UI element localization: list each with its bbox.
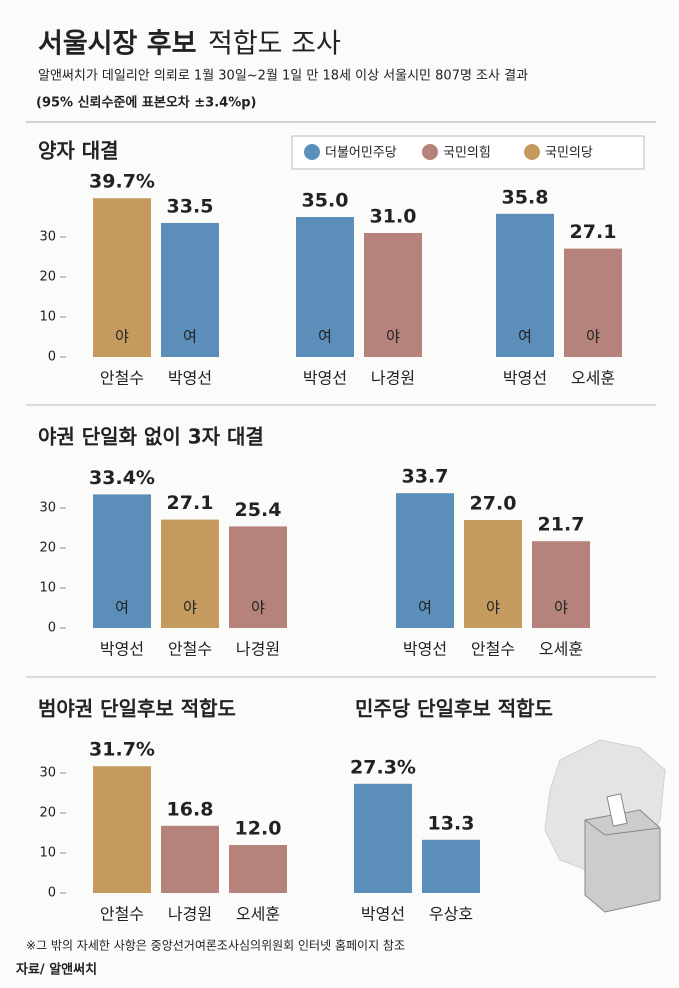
bar: [364, 233, 422, 357]
x-tick-label: 나경원: [371, 369, 415, 388]
value-label: 31.0: [370, 206, 417, 228]
bar: [396, 493, 454, 628]
bar-tag: 야: [554, 599, 568, 617]
bar-tag: 여: [183, 328, 197, 346]
bar-tag: 여: [115, 599, 129, 617]
section-title: 야권 단일화 없이 3자 대결: [38, 425, 264, 449]
legend-swatch: [422, 144, 438, 160]
x-tick-label: 박영선: [303, 369, 347, 388]
bar: [532, 541, 590, 628]
value-label: 16.8: [167, 798, 214, 820]
value-label: 27.3%: [350, 756, 416, 778]
bar-tag: 여: [318, 328, 332, 346]
bar: [229, 526, 287, 628]
bar: [229, 845, 287, 893]
bar: [93, 494, 151, 628]
y-tick-label: 0: [48, 886, 56, 901]
legend-label: 더불어민주당: [325, 146, 397, 161]
y-tick-label: 30: [39, 766, 56, 781]
ballot-box: [584, 809, 661, 913]
x-tick-label: 오세훈: [539, 640, 583, 659]
x-tick-label: 오세훈: [236, 905, 280, 924]
section-title: 범야권 단일후보 적합도: [38, 697, 236, 721]
value-label: 27.1: [167, 492, 214, 514]
value-label: 27.0: [470, 493, 517, 515]
bar-tag: 여: [418, 599, 432, 617]
value-label: 33.4%: [89, 467, 155, 489]
value-label: 33.5: [167, 196, 214, 218]
bar: [93, 766, 151, 893]
bar-tag: 야: [251, 599, 265, 617]
value-label: 21.7: [538, 514, 585, 536]
x-tick-label: 박영선: [403, 640, 447, 659]
bar: [161, 825, 219, 893]
bar: [296, 217, 354, 357]
x-tick-label: 박영선: [503, 369, 547, 388]
y-tick-label: 10: [39, 846, 56, 861]
legend-box: [291, 135, 645, 170]
y-tick-label: 10: [39, 581, 56, 596]
bar-tag: 야: [486, 599, 500, 617]
bar: [161, 519, 219, 628]
bar-tag: 야: [386, 328, 400, 346]
value-label: 35.8: [502, 186, 549, 208]
value-label: 12.0: [235, 818, 282, 840]
bar-tag: 야: [183, 599, 197, 617]
value-label: 33.7: [402, 466, 449, 488]
x-tick-label: 박영선: [100, 640, 144, 659]
value-label: 25.4: [235, 499, 282, 521]
x-tick-label: 박영선: [168, 369, 212, 388]
y-tick-label: 0: [48, 621, 56, 636]
legend-swatch: [524, 144, 540, 160]
bar: [161, 223, 219, 357]
y-tick-label: 30: [39, 501, 56, 516]
x-tick-label: 우상호: [429, 905, 473, 924]
title-light: 적합도 조사: [208, 29, 341, 60]
bar: [496, 213, 554, 357]
title: 서울시장 후보: [38, 29, 196, 60]
value-label: 39.7%: [89, 171, 155, 193]
bar: [464, 520, 522, 628]
subtitle: 알앤써치가 데일리안 의뢰로 1월 30일~2월 1일 만 18세 이상 서울시…: [38, 69, 528, 84]
legend-swatch: [304, 144, 320, 160]
x-tick-label: 안철수: [471, 640, 515, 659]
bar: [564, 248, 622, 357]
bar-tag: 야: [586, 328, 600, 346]
footnote: ※그 밖의 자세한 사항은 중앙선거여론조사심의위원회 인터넷 홈페이지 참조: [26, 939, 405, 953]
bar-tag: 야: [115, 328, 129, 346]
y-tick-label: 30: [39, 230, 56, 245]
legend-label: 국민의당: [545, 146, 593, 161]
value-label: 13.3: [428, 812, 475, 834]
y-tick-label: 20: [39, 806, 56, 821]
bar: [354, 783, 412, 893]
x-tick-label: 나경원: [168, 905, 212, 924]
value-label: 35.0: [302, 190, 349, 212]
value-label: 27.1: [570, 221, 617, 243]
x-tick-label: 박영선: [361, 905, 405, 924]
ballot-box-edge: [584, 819, 661, 836]
y-tick-label: 20: [39, 541, 56, 556]
legend-label: 국민의힘: [443, 146, 491, 161]
bar-tag: 여: [518, 328, 532, 346]
x-tick-label: 나경원: [236, 640, 280, 659]
source: 자료/ 알앤써치: [16, 962, 97, 978]
ballot: [606, 793, 628, 827]
bar: [93, 198, 151, 357]
y-tick-label: 10: [39, 310, 56, 325]
section-title: 양자 대결: [38, 139, 119, 163]
value-label: 31.7%: [89, 739, 155, 761]
x-tick-label: 안철수: [100, 369, 144, 388]
subtitle-note: (95% 신뢰수준에 표본오차 ±3.4%p): [36, 95, 256, 111]
x-tick-label: 오세훈: [571, 369, 615, 388]
section-title: 민주당 단일후보 적합도: [355, 697, 553, 721]
x-tick-label: 안철수: [168, 640, 212, 659]
y-tick-label: 20: [39, 270, 56, 285]
bar: [422, 839, 480, 893]
y-tick-label: 0: [48, 350, 56, 365]
x-tick-label: 안철수: [100, 905, 144, 924]
